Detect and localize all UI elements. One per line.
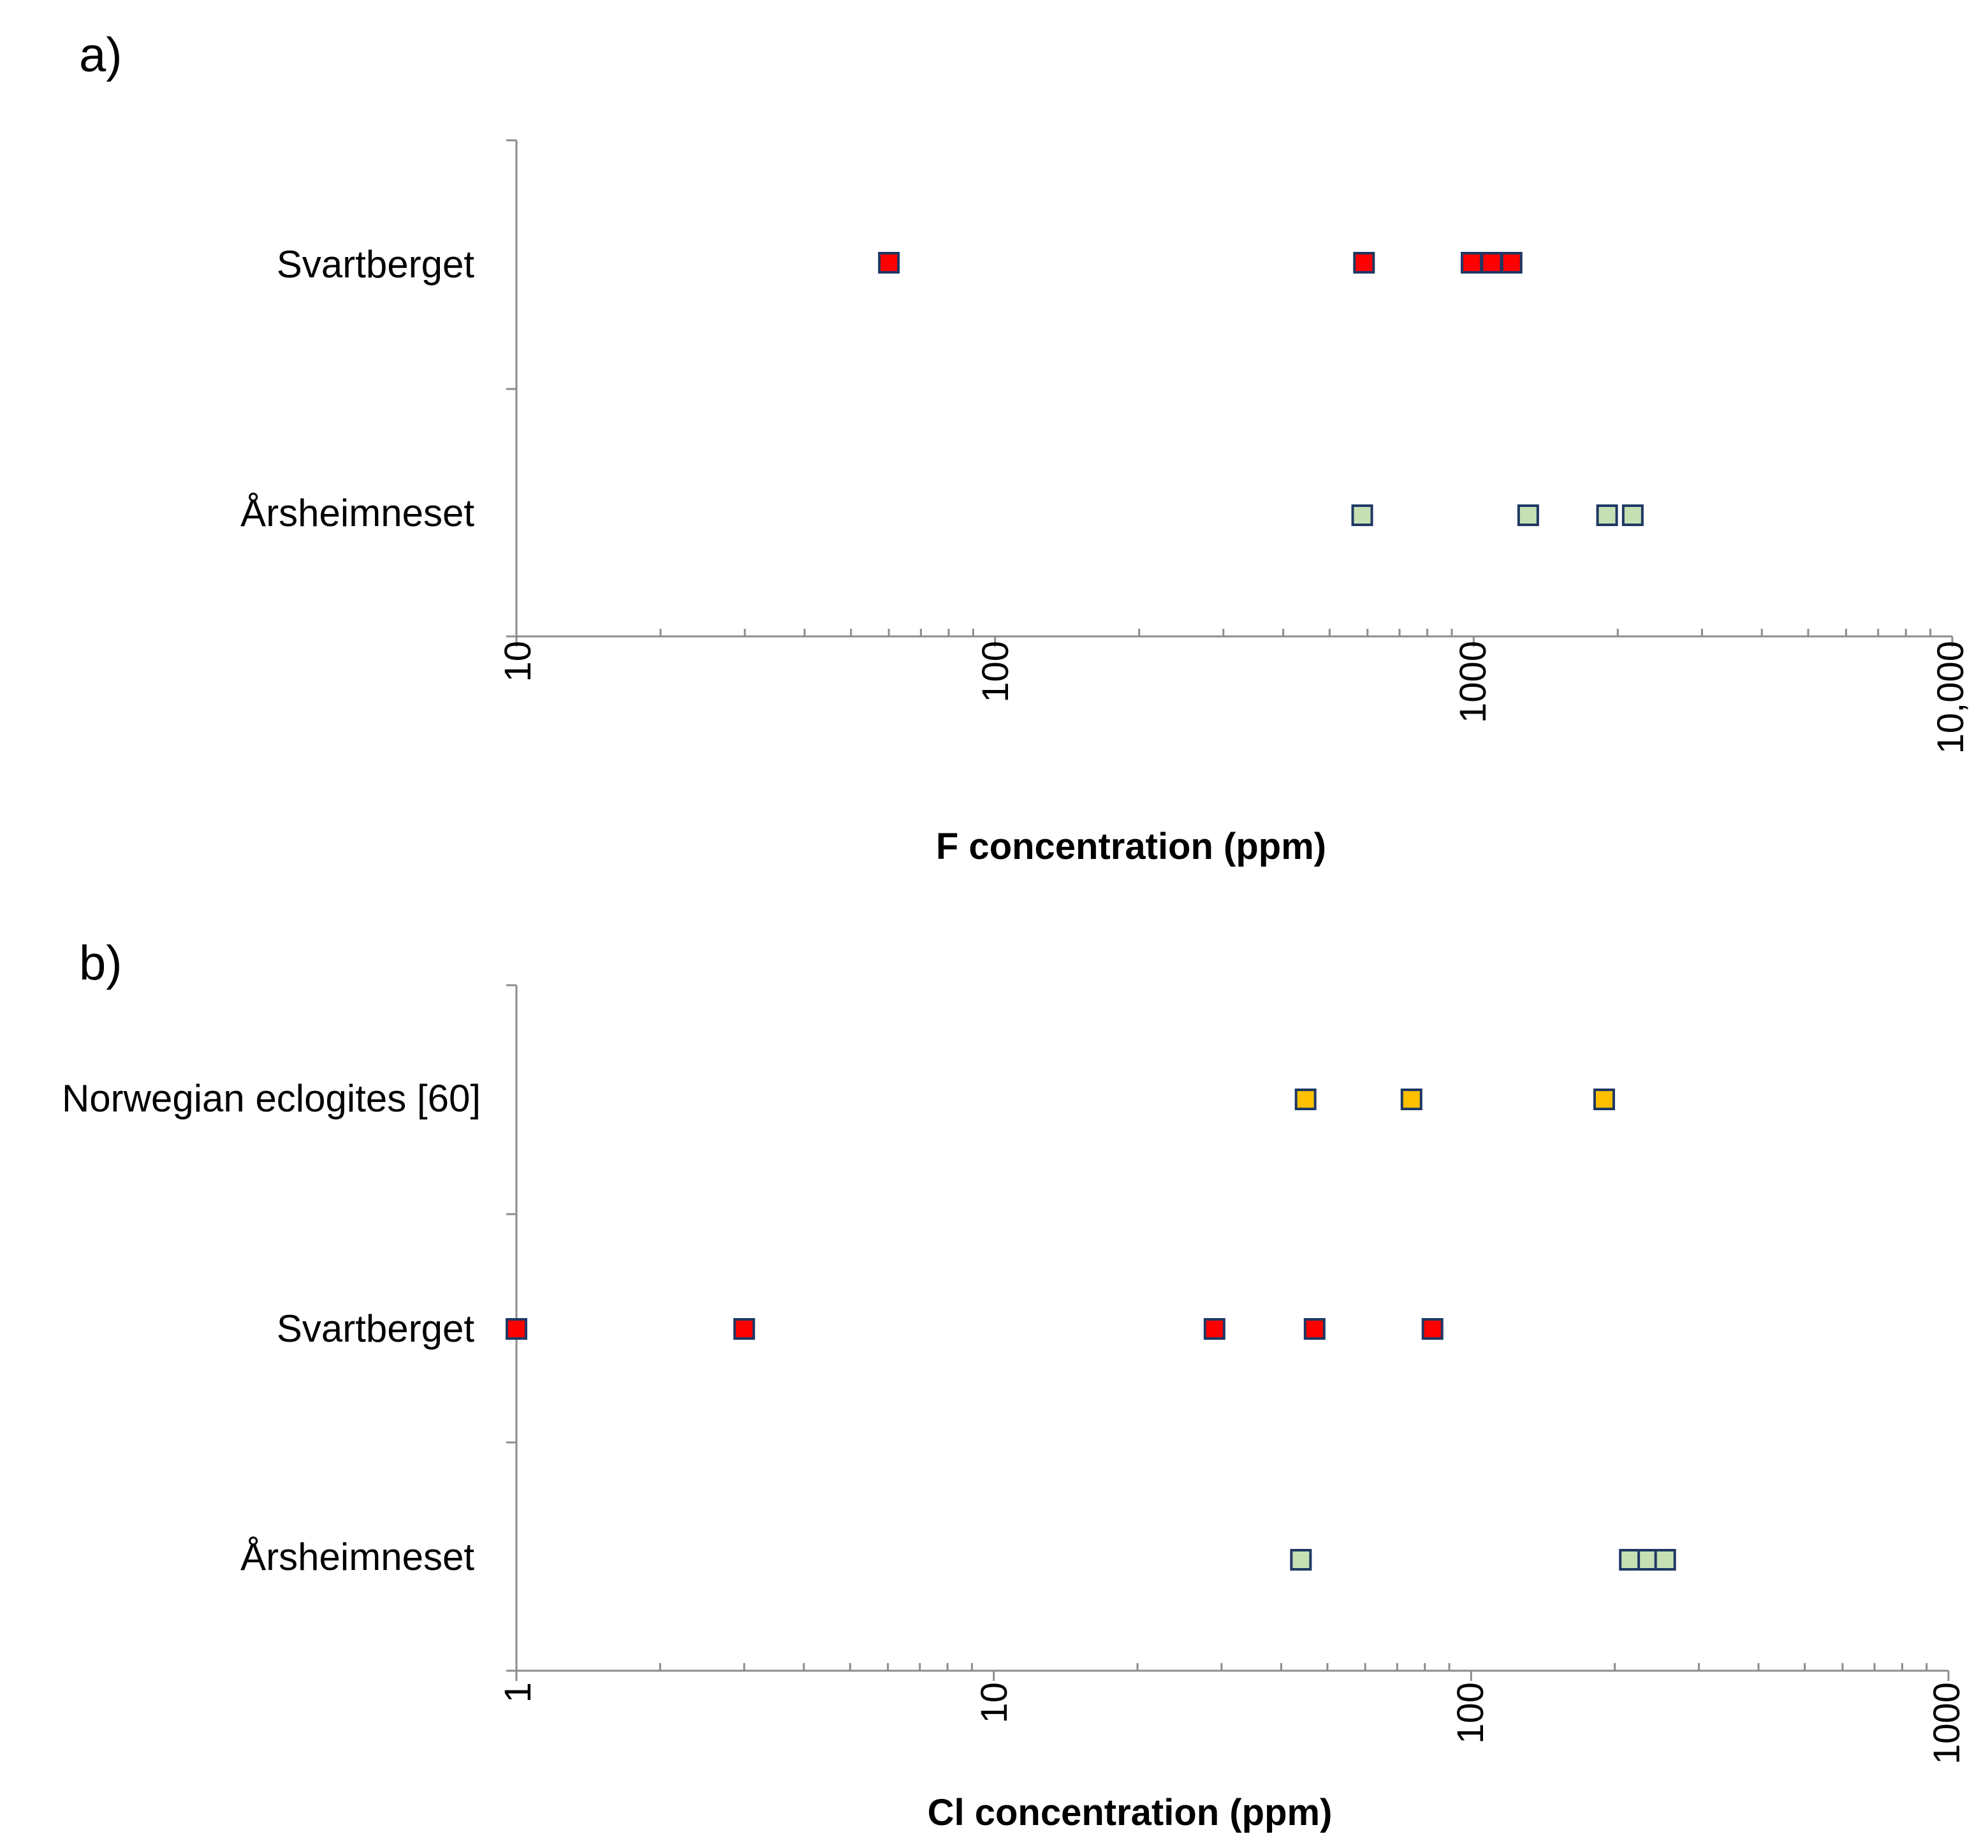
panel-b-point-arsheimneset	[1654, 1549, 1676, 1571]
panel-b-category-labels: Norwegian eclogites [60] Svartberget Års…	[62, 1077, 481, 1578]
panel-a-tick-label-1000: 1000	[1452, 641, 1494, 723]
panel-a-tick-label-10: 10	[497, 641, 539, 682]
panel-a-point-arsheimneset	[1596, 504, 1618, 526]
panel-b-category-svartberget: Svartberget	[277, 1307, 474, 1350]
panel-a-tick-label-10000: 10,000	[1930, 641, 1971, 754]
panel-a-point-svartberget	[1500, 252, 1523, 274]
panel-b-markers	[506, 1089, 1676, 1571]
panel-a-point-arsheimneset	[1351, 504, 1373, 526]
panel-a-point-svartberget	[1353, 252, 1375, 274]
panel-a-point-svartberget	[1461, 252, 1483, 274]
panel-a-category-arsheimneset: Årsheimneset	[240, 492, 474, 534]
panel-b-category-arsheimneset: Årsheimneset	[240, 1536, 474, 1578]
panel-b-tick-label-10: 10	[974, 1682, 1015, 1724]
panel-b: b) Norwegian eclogites [60] Svartberget …	[62, 936, 1968, 1833]
panel-b-tick-label-1: 1	[497, 1682, 539, 1703]
panel-b-tick-labels: 1 10 100 1000	[497, 1682, 1968, 1764]
panel-b-point-arsheimneset	[1290, 1549, 1312, 1571]
panel-b-category-norwegian-eclogites: Norwegian eclogites [60]	[62, 1077, 481, 1120]
panel-a-tick-label-100: 100	[975, 641, 1016, 703]
panel-a-axes	[506, 139, 1954, 647]
panel-a-label: a)	[79, 28, 122, 82]
panel-a-point-arsheimneset	[1517, 504, 1539, 526]
panel-a-point-svartberget	[1480, 252, 1503, 274]
panel-b-point-svartberget	[1303, 1318, 1326, 1340]
panel-b-point-norwegian-eclogites-60	[1593, 1089, 1616, 1110]
panel-b-point-norwegian-eclogites-60	[1294, 1089, 1317, 1110]
panel-b-x-axis-title: Cl concentration (ppm)	[928, 1792, 1333, 1833]
panel-a-tick-labels: 10 100 1000 10,000	[497, 641, 1971, 754]
panel-a-point-arsheimneset	[1621, 504, 1644, 526]
panel-a-category-labels: Svartberget Årsheimneset	[240, 243, 474, 534]
panel-b-axes	[506, 984, 1950, 1681]
panel-a-category-svartberget: Svartberget	[277, 243, 474, 286]
panel-b-tick-label-100: 100	[1450, 1682, 1491, 1744]
panel-a: a) Svartberget Årsheimneset 10 100 1000 …	[79, 28, 1971, 867]
panel-a-markers	[878, 252, 1644, 526]
panel-a-x-axis-title: F concentration (ppm)	[936, 826, 1326, 867]
panel-a-point-svartberget	[878, 252, 900, 274]
panel-b-point-norwegian-eclogites-60	[1400, 1089, 1422, 1110]
panel-b-tick-label-1000: 1000	[1926, 1682, 1968, 1764]
panel-b-point-svartberget	[506, 1318, 527, 1340]
panel-b-label: b)	[79, 936, 122, 990]
panel-b-point-svartberget	[1421, 1318, 1443, 1340]
panel-b-point-svartberget	[733, 1318, 756, 1340]
panel-b-point-svartberget	[1203, 1318, 1225, 1340]
panel-b-point-arsheimneset	[1619, 1549, 1641, 1571]
